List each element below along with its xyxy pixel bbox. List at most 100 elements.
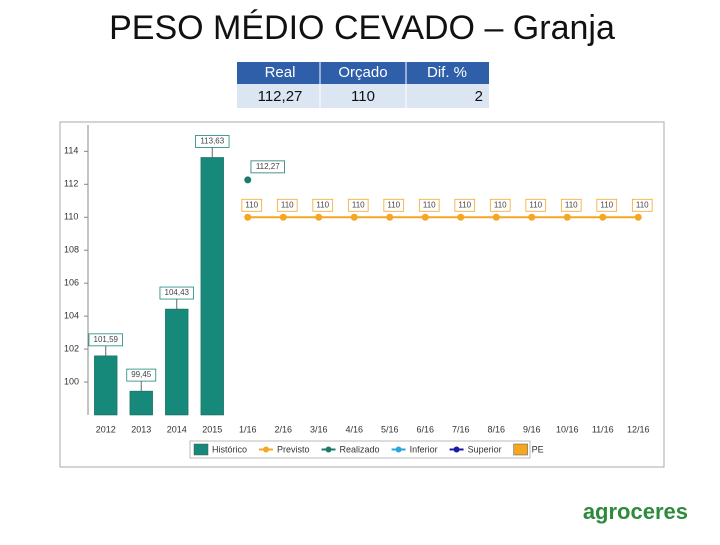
bar xyxy=(200,157,224,416)
x-tick-label: 11/16 xyxy=(592,424,614,434)
table-row-bg xyxy=(237,84,489,108)
data-label-box xyxy=(560,198,582,212)
table-header-cell: Dif. % xyxy=(427,64,467,81)
data-label: 112,27 xyxy=(256,162,280,171)
point xyxy=(279,213,287,221)
data-label: 110 xyxy=(352,200,365,209)
y-tick-label: 106 xyxy=(64,278,79,288)
y-tick-label: 112 xyxy=(64,179,78,189)
x-tick-label: 7/16 xyxy=(452,424,470,434)
data-label: 110 xyxy=(281,200,294,209)
table-cell: 112,27 xyxy=(258,88,303,105)
data-label-box xyxy=(195,135,230,148)
x-tick-label: 5/16 xyxy=(381,424,399,434)
data-label: 110 xyxy=(529,200,542,209)
data-label-box xyxy=(525,198,547,212)
y-tick-label: 114 xyxy=(64,146,78,156)
legend-swatch xyxy=(263,446,270,453)
legend-box xyxy=(189,440,531,459)
x-tick-label: 1/16 xyxy=(239,424,257,434)
x-tick-label: 8/16 xyxy=(487,424,505,434)
data-label-box xyxy=(250,160,285,174)
data-label-box xyxy=(159,286,194,300)
data-label-box xyxy=(126,368,157,382)
point xyxy=(457,213,465,221)
x-tick-label: 2013 xyxy=(131,424,151,434)
slide-title: PESO MÉDIO CEVADO – Granja xyxy=(109,9,615,47)
data-label: 104,43 xyxy=(165,288,190,297)
bar xyxy=(165,308,189,416)
data-label: 110 xyxy=(387,200,400,209)
data-label: 110 xyxy=(565,200,578,209)
legend-label: Histórico xyxy=(212,444,247,454)
x-tick-label: 4/16 xyxy=(345,424,363,434)
point xyxy=(350,213,358,221)
y-tick-label: 102 xyxy=(64,343,79,353)
data-label: 110 xyxy=(458,200,471,209)
legend-label: PE xyxy=(532,444,544,454)
data-label-box xyxy=(241,198,263,212)
data-label-box xyxy=(383,198,405,212)
data-label-box xyxy=(631,198,653,212)
x-tick-label: 2014 xyxy=(167,424,187,434)
data-label: 99,45 xyxy=(131,370,152,379)
point xyxy=(386,213,394,221)
data-label-box xyxy=(312,198,334,212)
y-tick-label: 100 xyxy=(64,376,79,386)
point xyxy=(244,213,252,221)
logo: agroceres xyxy=(583,499,688,524)
legend-swatch xyxy=(395,446,402,453)
data-label: 101,59 xyxy=(94,335,119,344)
legend-label: Superior xyxy=(468,444,502,454)
data-label-box xyxy=(276,198,298,212)
data-label: 113,63 xyxy=(200,137,224,146)
point xyxy=(492,213,500,221)
table-header-cell: Orçado xyxy=(338,64,387,81)
data-label-box xyxy=(489,198,511,212)
table-header-cell: Real xyxy=(265,64,296,81)
legend-swatch xyxy=(513,443,528,456)
table-cell: 2 xyxy=(475,88,483,105)
x-tick-label: 9/16 xyxy=(523,424,541,434)
x-tick-label: 10/16 xyxy=(556,424,579,434)
legend-swatch xyxy=(193,443,209,456)
y-tick-label: 108 xyxy=(64,245,79,255)
legend-swatch xyxy=(453,446,460,453)
point xyxy=(315,213,323,221)
legend-label: Realizado xyxy=(340,444,380,454)
chart-frame xyxy=(59,121,665,468)
point xyxy=(528,213,536,221)
bar xyxy=(94,355,118,416)
x-tick-label: 3/16 xyxy=(310,424,328,434)
data-label-box xyxy=(596,198,618,212)
data-label: 110 xyxy=(423,200,436,209)
data-label: 110 xyxy=(245,200,258,209)
x-tick-label: 12/16 xyxy=(627,424,650,434)
data-label: 110 xyxy=(316,200,329,209)
point xyxy=(599,213,607,221)
data-label: 110 xyxy=(636,200,649,209)
data-label-box xyxy=(418,198,440,212)
data-label-box xyxy=(347,198,369,212)
point xyxy=(563,213,571,221)
point xyxy=(634,213,642,221)
legend-label: Previsto xyxy=(277,444,310,454)
bar xyxy=(129,390,153,416)
table-header-bg xyxy=(237,62,489,84)
data-label-box xyxy=(454,198,476,212)
y-tick-label: 110 xyxy=(64,212,78,222)
table-cell: 110 xyxy=(351,88,375,105)
data-label: 110 xyxy=(600,200,613,209)
x-tick-label: 6/16 xyxy=(416,424,434,434)
legend-swatch xyxy=(325,446,332,453)
x-tick-label: 2012 xyxy=(96,424,116,434)
point xyxy=(244,176,252,184)
summary-table: Real Orçado Dif. % 112,27 110 2 xyxy=(237,62,489,108)
data-label: 110 xyxy=(494,200,507,209)
legend-label: Inferior xyxy=(410,444,438,454)
y-tick-label: 104 xyxy=(64,311,79,321)
x-tick-label: 2015 xyxy=(202,424,222,434)
point xyxy=(421,213,429,221)
data-label-box xyxy=(88,333,123,347)
